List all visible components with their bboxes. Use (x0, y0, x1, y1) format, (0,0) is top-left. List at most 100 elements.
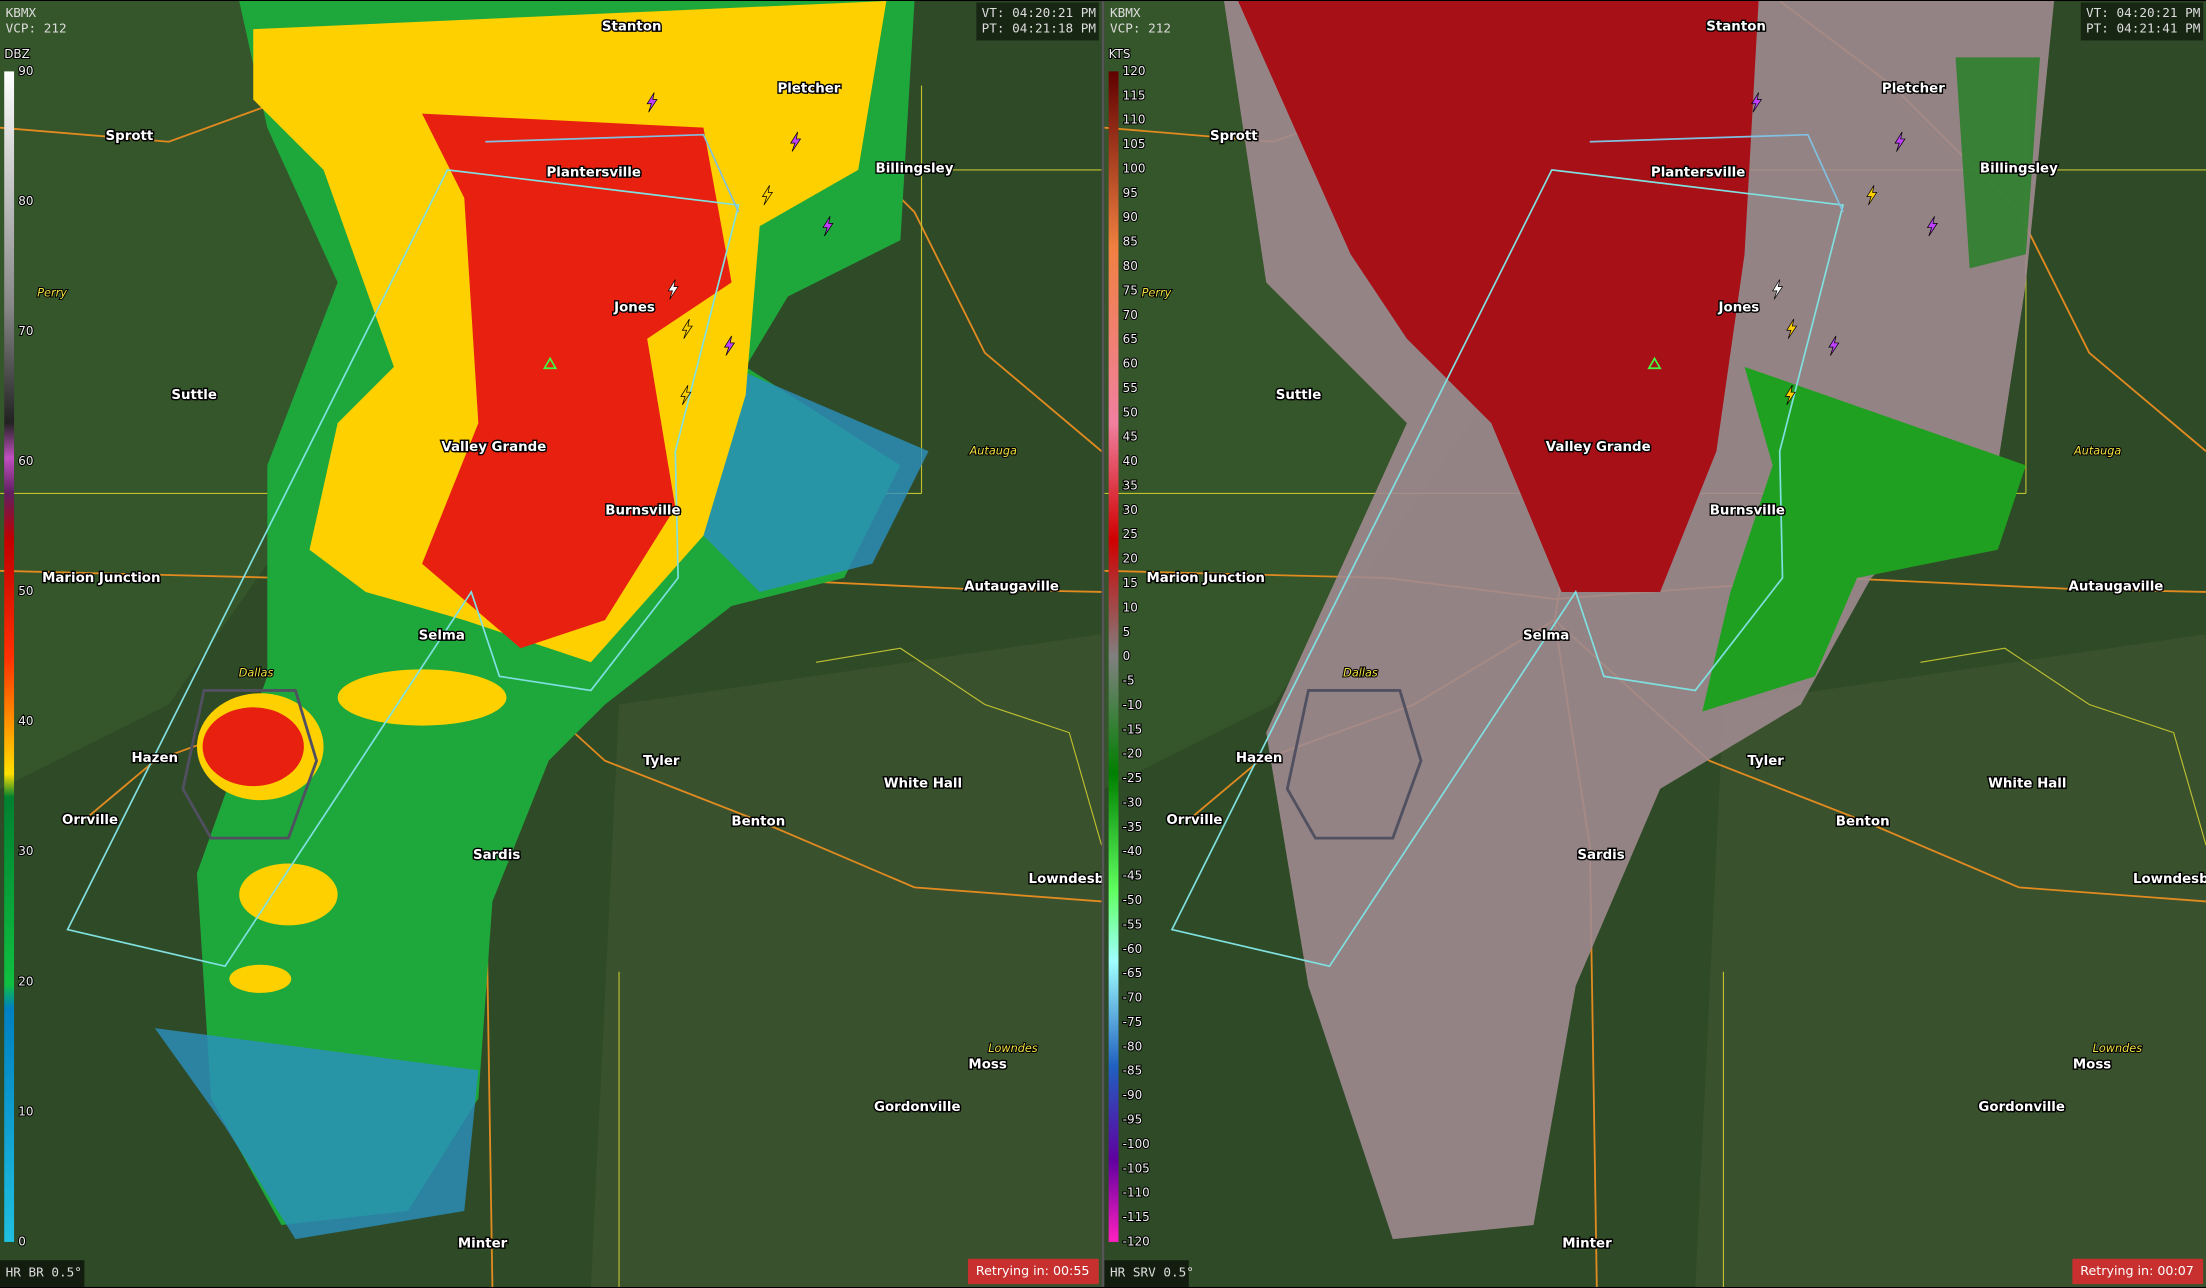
color-scale (4, 71, 15, 1242)
scale-unit: KTS (1109, 47, 1131, 61)
reflectivity-echo (154, 1028, 479, 1240)
lightning-icon (1772, 279, 1784, 300)
reflectivity-echo (422, 113, 732, 649)
scale-tick: -60 (1123, 942, 1143, 956)
place-label: Lowndesb (1029, 872, 1105, 887)
product-name: HR BR 0.5° (6, 1264, 82, 1279)
scale-tick: -110 (1123, 1186, 1150, 1200)
place-label: Gordonville (1978, 1100, 2065, 1115)
place-label: Orrville (62, 813, 118, 828)
scale-tick: 120 (1123, 64, 1146, 78)
scale-tick: 105 (1123, 137, 1146, 151)
scale-tick: -85 (1123, 1064, 1143, 1078)
time-box (2080, 2, 2204, 41)
time-box (976, 2, 1099, 41)
lightning-icon (681, 318, 693, 339)
scale-tick: -90 (1123, 1088, 1143, 1102)
scale-tick: 15 (1123, 576, 1138, 590)
scale-tick: 110 (1123, 113, 1146, 127)
place-label: Sardis (1577, 848, 1624, 863)
panel-labels: Stanton Pletcher Sprott Billingsley Planters… (0, 2, 1105, 1287)
scale-tick: 50 (1123, 405, 1138, 419)
scale-tick: 70 (1123, 308, 1138, 322)
scale-tick: -45 (1123, 869, 1143, 883)
place-label: Selma (419, 629, 465, 644)
scale-tick: 25 (1123, 527, 1138, 541)
scale-tick: -75 (1123, 1015, 1143, 1029)
place-label: Burnsville (605, 503, 680, 518)
scale-tick: -50 (1123, 893, 1143, 907)
place-label: Lowndesb (2133, 872, 2206, 887)
place-label: Pletcher (1882, 81, 1945, 96)
place-label: Minter (1562, 1236, 1612, 1251)
scale-tick: 30 (1123, 503, 1138, 517)
lightning-icon (1926, 216, 1938, 237)
product-name: HR SRV 0.5° (1110, 1264, 1194, 1279)
lightning-icon (723, 335, 736, 356)
lightning-icon (1894, 131, 1906, 152)
lightning-icon (680, 384, 692, 406)
scale-tick: 100 (1123, 161, 1146, 175)
county-label: Lowndes (988, 1042, 1038, 1055)
reflectivity-echo (202, 707, 304, 787)
station-id: KBMX (6, 5, 37, 20)
county-label: Autauga (969, 444, 1017, 457)
scale-tick: 35 (1123, 478, 1138, 492)
scale-tick: -70 (1123, 991, 1143, 1005)
scale-tick: 115 (1123, 88, 1146, 102)
reflectivity-echo (239, 863, 338, 926)
valid-time: VT: 04:20:21 PM (982, 5, 1097, 20)
scale-tick: -120 (1123, 1234, 1150, 1248)
lightning-icon (790, 131, 802, 152)
scale-tick: -80 (1123, 1039, 1143, 1053)
county-label: Perry (37, 287, 67, 300)
place-label: Orrville (1166, 813, 1222, 828)
place-label: White Hall (884, 776, 962, 791)
scale-tick: -65 (1123, 966, 1143, 980)
place-label: Minter (458, 1236, 508, 1251)
retry-status: Retrying in: 00:55 (976, 1263, 1090, 1278)
valid-time: VT: 04:20:21 PM (2086, 5, 2201, 20)
county-label: Lowndes (2093, 1042, 2143, 1055)
place-label: Moss (2073, 1058, 2111, 1073)
velocity-echo (1238, 1, 1759, 592)
scale-tick: 5 (1123, 625, 1131, 639)
reflectivity-echo (337, 669, 507, 726)
scale-tick: 80 (18, 194, 33, 208)
scale-tick: 75 (1123, 283, 1138, 297)
county-label: Perry (1142, 287, 1172, 300)
scale-tick: 30 (18, 844, 33, 858)
scale-tick: 80 (1123, 259, 1138, 273)
process-time: PT: 04:21:18 PM (982, 21, 1097, 36)
place-label: Sprott (1210, 129, 1258, 144)
place-label: Autaugaville (2069, 579, 2164, 594)
scale-tick: -20 (1123, 747, 1143, 761)
scale-tick: -15 (1123, 722, 1143, 736)
process-time: PT: 04:21:41 PM (2086, 21, 2201, 36)
reflectivity-echo (703, 366, 929, 592)
scale-tick: -30 (1123, 795, 1143, 809)
retry-status: Retrying in: 00:07 (2080, 1263, 2194, 1278)
place-label: Hazen (131, 751, 178, 766)
product-box (0, 1260, 85, 1287)
place-label: Suttle (171, 388, 217, 403)
place-label: Marion Junction (1147, 571, 1265, 586)
place-label: Tyler (643, 754, 680, 769)
place-label: Sprott (106, 129, 154, 144)
place-label: Moss (968, 1058, 1006, 1073)
scale-tick: 60 (18, 454, 33, 468)
scale-unit: DBZ (4, 47, 30, 61)
place-label: White Hall (1988, 776, 2066, 791)
lightning-icon (1786, 318, 1798, 339)
scale-tick: 90 (1123, 210, 1138, 224)
scale-tick: 70 (18, 324, 33, 338)
place-label: Hazen (1236, 751, 1283, 766)
place-label: Billingsley (876, 161, 954, 176)
scale-tick: 45 (1123, 430, 1138, 444)
scale-tick: 40 (18, 714, 33, 728)
scale-tick: 10 (18, 1104, 33, 1118)
place-label: Marion Junction (42, 571, 160, 586)
scale-tick: 85 (1123, 235, 1138, 249)
scale-tick: -5 (1123, 674, 1135, 688)
place-label: Sardis (473, 848, 520, 863)
